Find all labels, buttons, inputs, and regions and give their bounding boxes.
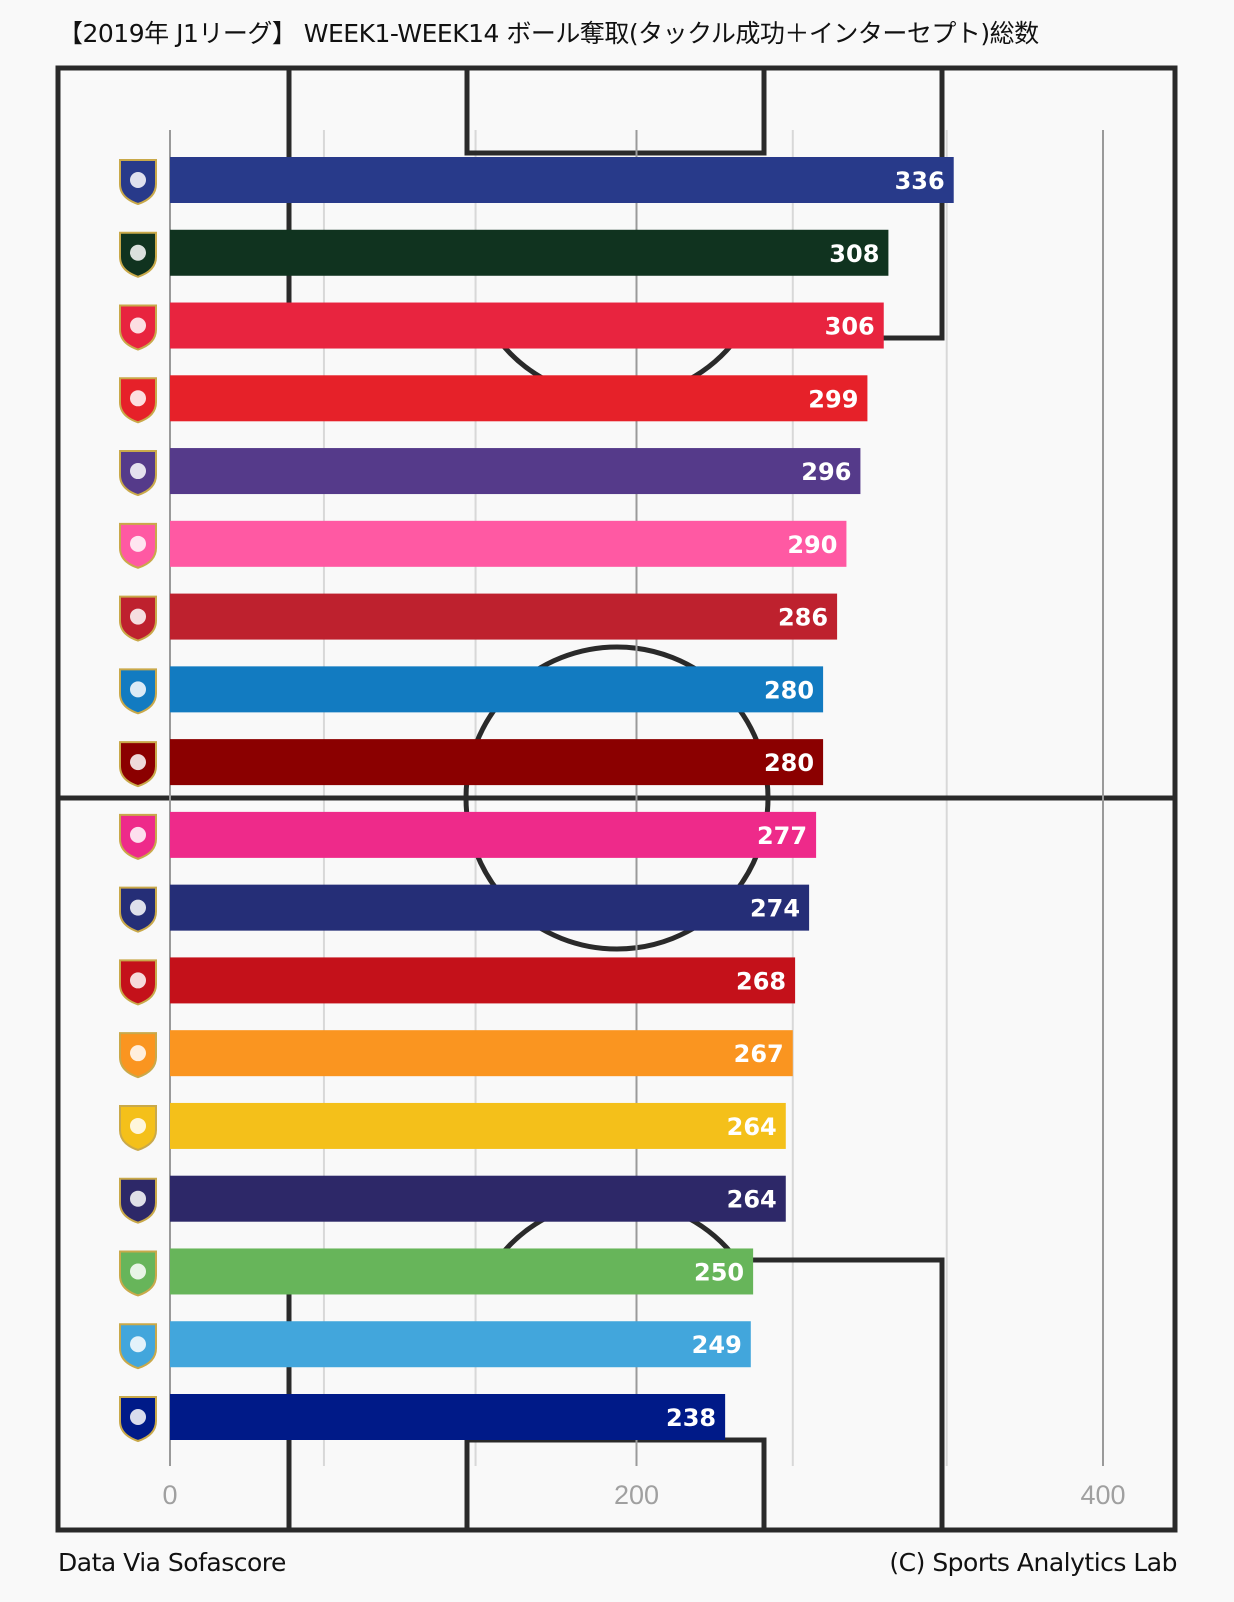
bar-row: 277: [119, 811, 817, 860]
logo-emblem: [130, 172, 146, 188]
pitch-top-goal-area: [464, 65, 767, 156]
bar-row: 299: [119, 375, 868, 424]
bar-value-label: 264: [727, 1186, 777, 1214]
bar-value-label: 290: [787, 531, 837, 559]
nagoya-grampus-logo-icon: [119, 377, 157, 424]
bar: [170, 666, 824, 713]
fc-tokyo-logo-icon: [119, 1177, 157, 1224]
bar-value-label: 280: [764, 676, 814, 704]
bar: [170, 1321, 751, 1368]
bar-row: 336: [119, 157, 954, 206]
shimizu-s-pulse-logo-icon: [119, 1032, 157, 1079]
bar-value-label: 299: [808, 385, 858, 413]
bar-row: 249: [119, 1321, 751, 1370]
bar: [170, 1102, 786, 1149]
bar-row: 280: [119, 739, 824, 788]
logo-emblem: [130, 681, 146, 698]
jubilo-iwata-logo-icon: [119, 668, 157, 715]
bar-row: 250: [119, 1248, 754, 1297]
bar-row: 280: [119, 666, 824, 715]
matsumoto-yamaga-logo-icon: [119, 231, 157, 278]
bar: [170, 157, 954, 203]
logo-emblem: [130, 899, 146, 916]
bar: [170, 593, 838, 640]
kashima-antlers-logo-icon: [119, 595, 157, 642]
sanfrecce-hiroshima-logo-icon: [119, 450, 157, 497]
bar-value-label: 238: [666, 1404, 716, 1432]
bar: [170, 229, 889, 276]
logo-emblem: [130, 1117, 146, 1134]
bar-value-label: 286: [778, 604, 828, 632]
bar-value-label: 267: [734, 1040, 784, 1068]
bar: [170, 739, 824, 786]
shonan-bellmare-logo-icon: [119, 1250, 157, 1297]
x-tick-label: 0: [162, 1480, 177, 1510]
bar-value-label: 274: [750, 895, 800, 923]
bar-row: 267: [119, 1030, 793, 1079]
bar-value-label: 336: [895, 167, 945, 195]
bar-row: 290: [119, 520, 847, 569]
logo-emblem: [130, 1263, 146, 1280]
x-tick-label: 200: [614, 1480, 659, 1510]
vissel-kobe-logo-icon: [119, 741, 157, 788]
yokohama-f-marinos-logo-icon: [119, 886, 157, 933]
copyright-note: (C) Sports Analytics Lab: [889, 1548, 1177, 1577]
bar-row: 264: [119, 1175, 786, 1224]
bar: [170, 811, 817, 858]
logo-emblem: [130, 244, 146, 261]
bar: [170, 448, 861, 495]
bar: [170, 375, 868, 422]
bar: [170, 1248, 754, 1295]
bar-value-label: 280: [764, 749, 814, 777]
logo-emblem: [130, 535, 146, 552]
bar-value-label: 268: [736, 967, 786, 995]
bar-value-label: 308: [829, 240, 879, 268]
pitch-centre-circle: [463, 644, 771, 952]
bar: [170, 1030, 793, 1077]
bar: [170, 302, 884, 349]
bar: [170, 1175, 786, 1222]
logo-emblem: [130, 1045, 146, 1062]
data-source-note: Data Via Sofascore: [58, 1548, 286, 1577]
logo-emblem: [130, 826, 146, 843]
sagan-tosu-logo-icon: [119, 522, 157, 569]
urawa-reds-logo-icon: [119, 304, 157, 351]
x-tick-label: 400: [1080, 1480, 1125, 1510]
bar-value-label: 277: [757, 822, 807, 850]
bar-row: 286: [119, 593, 838, 642]
oita-trinita-logo-icon: [119, 1396, 157, 1443]
bar-value-label: 296: [801, 458, 851, 486]
logo-emblem: [130, 972, 146, 989]
cerezo-osaka-logo-icon: [119, 813, 157, 860]
gamba-osaka-logo-icon: [119, 159, 157, 206]
vegalta-sendai-logo-icon: [119, 1104, 157, 1151]
bar-row: 238: [119, 1394, 726, 1443]
bar-row: 306: [119, 302, 884, 351]
bar: [170, 884, 810, 931]
bar-row: 264: [119, 1102, 786, 1151]
logo-emblem: [130, 1409, 146, 1425]
bar-row: 268: [119, 957, 796, 1006]
logo-emblem: [130, 608, 146, 625]
bar-value-label: 249: [692, 1331, 742, 1359]
logo-emblem: [130, 390, 146, 407]
bar-value-label: 306: [825, 313, 875, 341]
bar: [170, 957, 796, 1004]
chart-title: 【2019年 J1リーグ】 WEEK1-WEEK14 ボール奪取(タックル成功＋…: [58, 19, 1039, 48]
consadole-sapporo-logo-icon: [119, 959, 157, 1006]
bar-row: 296: [119, 448, 861, 497]
logo-emblem: [130, 1336, 146, 1353]
logo-emblem: [130, 463, 146, 480]
bar-row: 308: [119, 229, 889, 278]
logo-emblem: [130, 317, 146, 334]
bar: [170, 1394, 726, 1440]
bar-row: 274: [119, 884, 810, 933]
logo-emblem: [130, 754, 146, 771]
bar-value-label: 264: [727, 1113, 777, 1141]
logo-emblem: [130, 1190, 146, 1207]
bar-value-label: 250: [694, 1258, 744, 1286]
kawasaki-frontale-logo-icon: [119, 1323, 157, 1370]
bar: [170, 520, 847, 567]
